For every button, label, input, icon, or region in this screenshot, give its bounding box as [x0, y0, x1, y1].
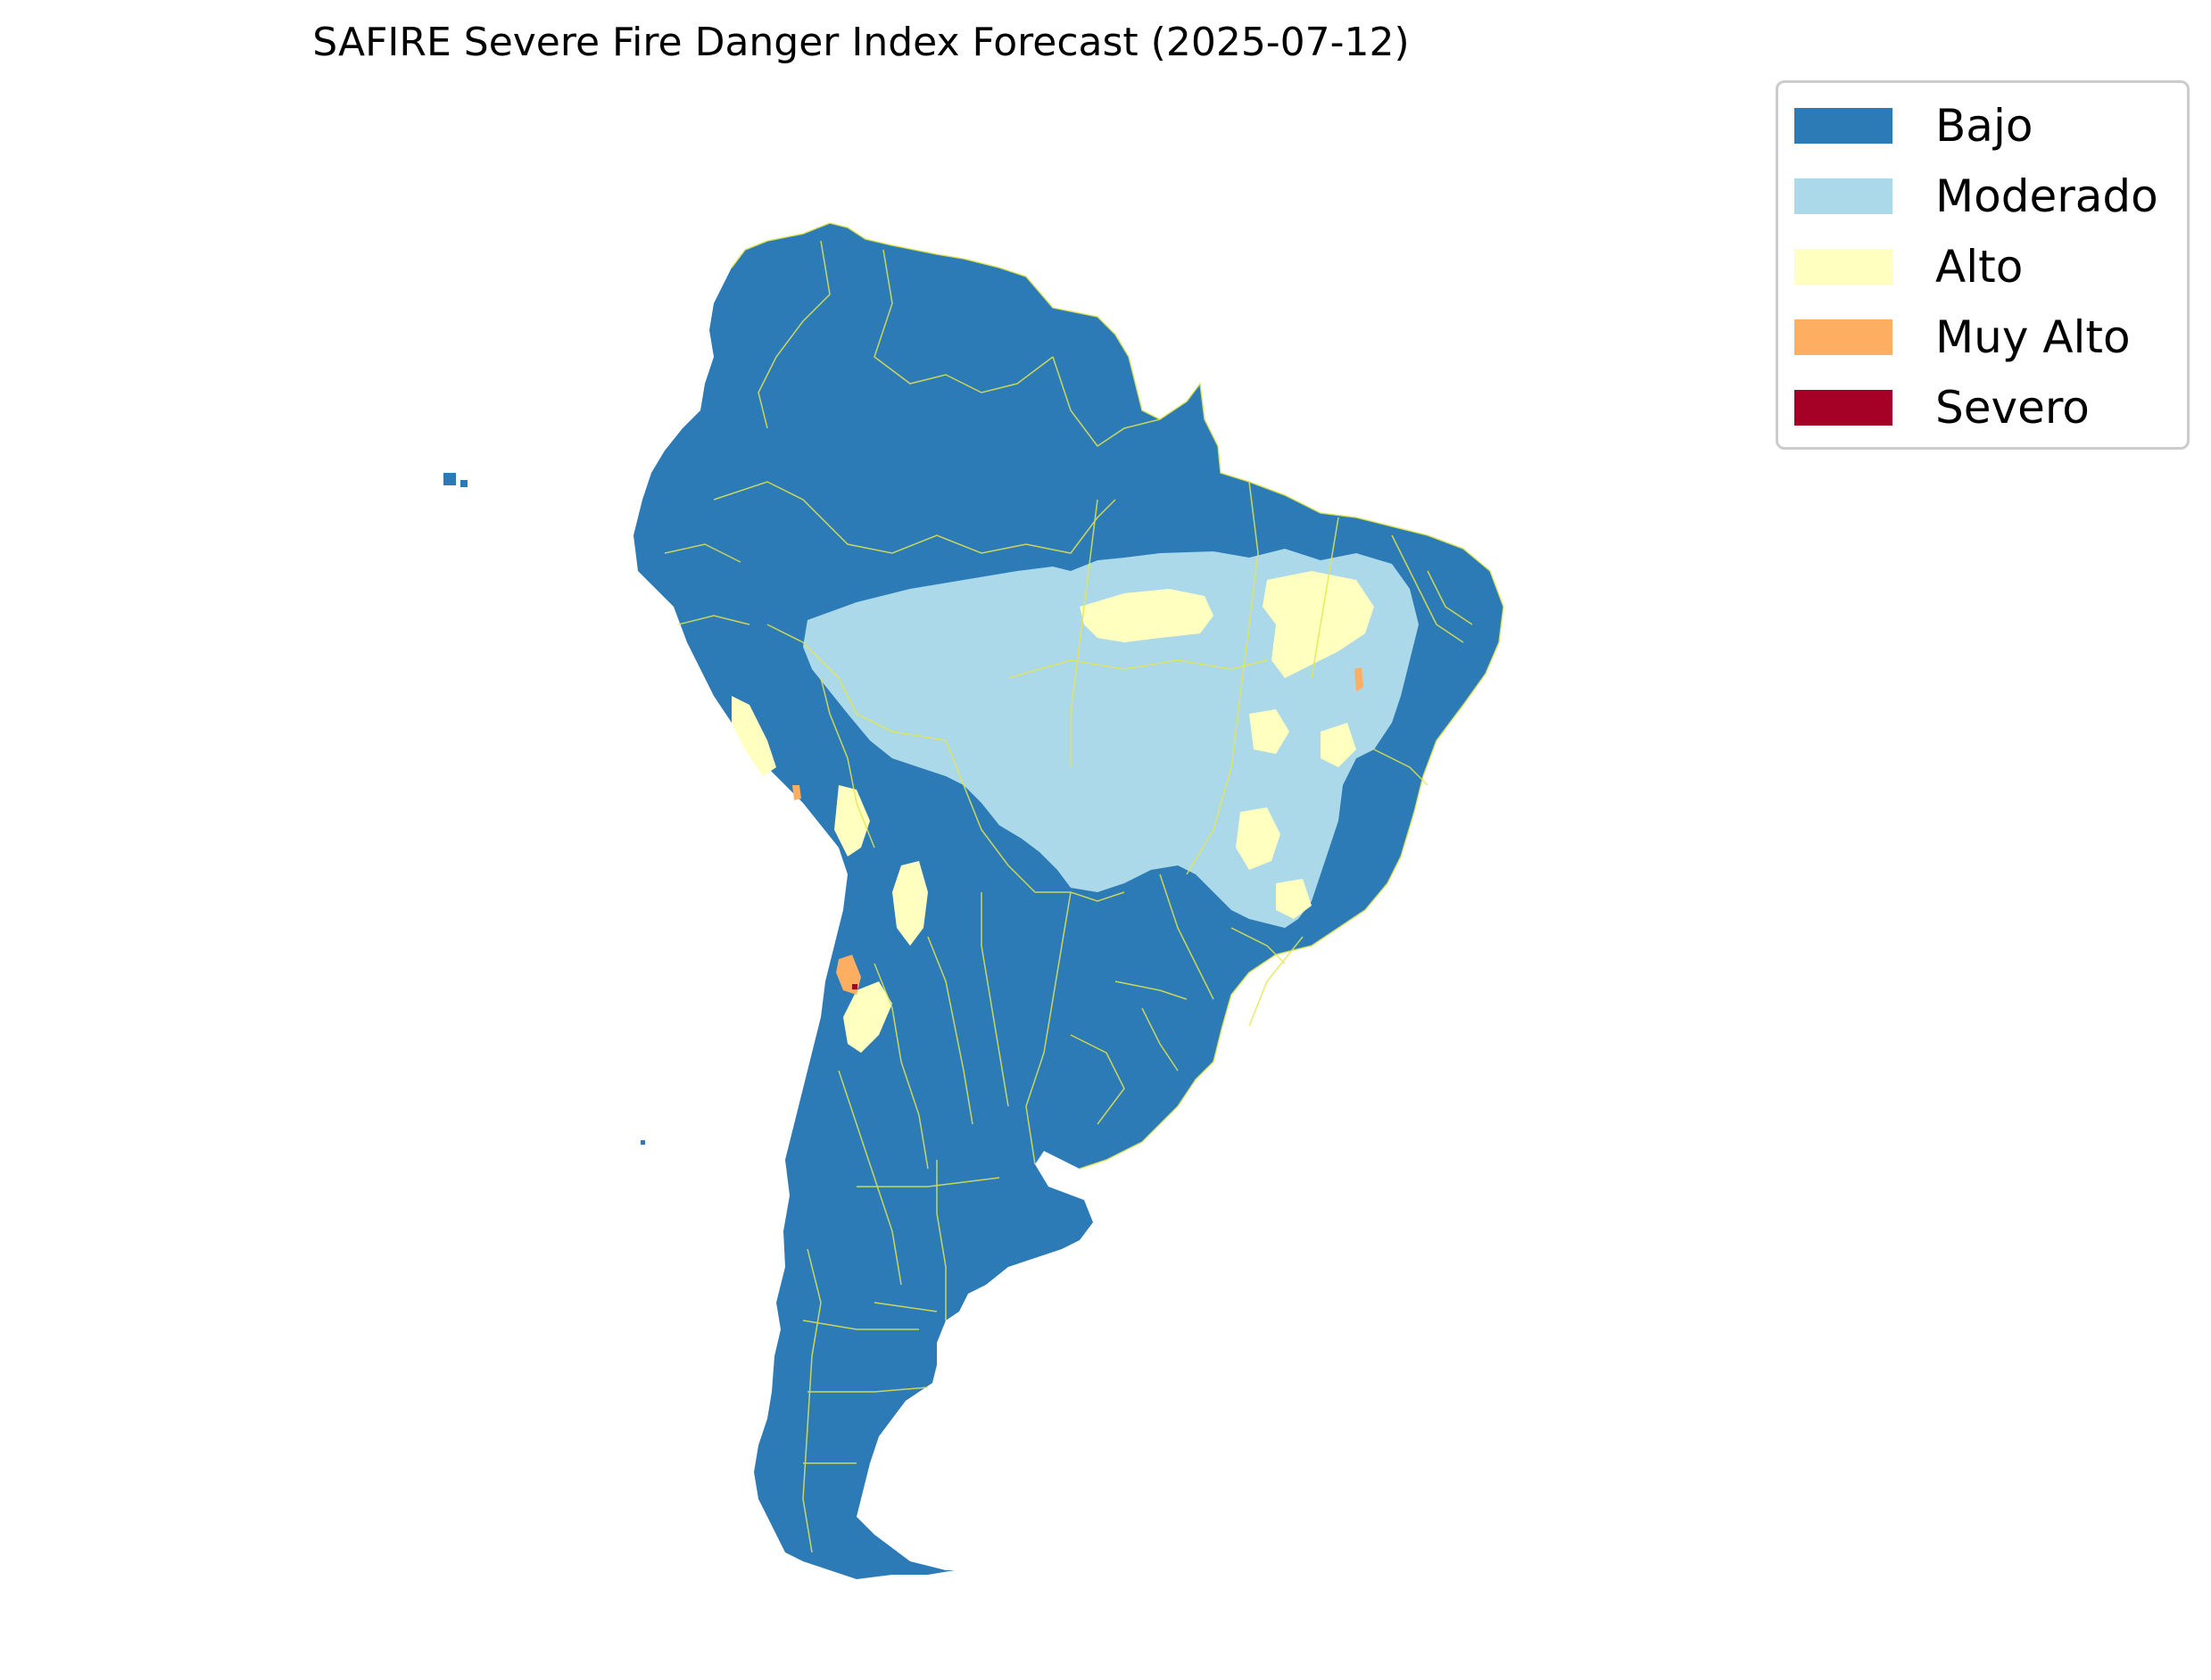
legend-item-muy-alto: Muy Alto: [1778, 310, 2187, 364]
region-alto: [732, 571, 1374, 1053]
legend-swatch-moderado: [1794, 178, 1892, 214]
region-severo: [852, 984, 857, 989]
legend-label-severo: Severo: [1935, 382, 2090, 434]
map-title: SAFIRE Severe Fire Danger Index Forecast…: [312, 20, 1410, 65]
legend-label-alto: Alto: [1935, 241, 2024, 293]
legend-item-alto: Alto: [1778, 240, 2187, 294]
legend-label-moderado: Moderado: [1935, 170, 2158, 222]
legend: Bajo Moderado Alto Muy Alto Severo: [1776, 80, 2190, 450]
legend-item-severo: Severo: [1778, 381, 2187, 434]
legend-swatch-bajo: [1794, 108, 1892, 144]
legend-item-bajo: Bajo: [1778, 99, 2187, 153]
legend-label-bajo: Bajo: [1935, 100, 2033, 152]
legend-swatch-muy-alto: [1794, 319, 1892, 355]
legend-swatch-severo: [1794, 390, 1892, 426]
admin-boundaries: [664, 222, 1504, 1553]
legend-item-moderado: Moderado: [1778, 170, 2187, 223]
legend-label-muy-alto: Muy Alto: [1935, 311, 2131, 363]
islands: [443, 228, 830, 1145]
legend-swatch-alto: [1794, 249, 1892, 285]
